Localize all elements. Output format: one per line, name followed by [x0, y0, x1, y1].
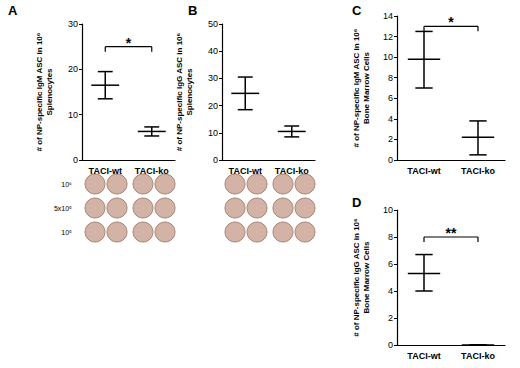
svg-text:TACI-wt: TACI-wt — [407, 351, 440, 361]
svg-text:TACI-wt: TACI-wt — [89, 166, 122, 176]
svg-text:0: 0 — [73, 155, 78, 165]
svg-text:2: 2 — [388, 134, 393, 144]
svg-text:5x10⁵: 5x10⁵ — [54, 205, 72, 212]
svg-text:*: * — [126, 35, 132, 51]
svg-text:Bone Marrow Cells: Bone Marrow Cells — [362, 51, 371, 124]
svg-text:10: 10 — [68, 110, 78, 120]
svg-text:0: 0 — [388, 340, 393, 350]
svg-text:4: 4 — [388, 114, 393, 124]
svg-text:Bone Marrow Cells: Bone Marrow Cells — [362, 241, 371, 314]
svg-text:0: 0 — [213, 155, 218, 165]
svg-text:# of NP-specific IgG ASC in 10: # of NP-specific IgG ASC in 10⁶ — [352, 218, 361, 337]
svg-text:# of NP-specific IgM ASC in 10: # of NP-specific IgM ASC in 10⁶ — [352, 28, 361, 147]
svg-text:14: 14 — [383, 11, 393, 21]
svg-text:0: 0 — [388, 155, 393, 165]
svg-text:D: D — [352, 195, 361, 210]
svg-text:Splenocytes: Splenocytes — [185, 68, 194, 116]
svg-text:20: 20 — [208, 101, 218, 111]
svg-text:TACI-wt: TACI-wt — [407, 166, 440, 176]
svg-text:30: 30 — [68, 19, 78, 29]
svg-text:# of NP-specific IgG ASC in 10: # of NP-specific IgG ASC in 10⁶ — [175, 32, 184, 151]
svg-text:6: 6 — [388, 93, 393, 103]
svg-text:8: 8 — [388, 73, 393, 83]
svg-text:6: 6 — [388, 259, 393, 269]
svg-text:A: A — [8, 3, 18, 18]
svg-text:TACI-ko: TACI-ko — [135, 166, 169, 176]
svg-text:10: 10 — [383, 205, 393, 215]
svg-text:**: ** — [446, 225, 457, 241]
svg-text:C: C — [352, 3, 362, 18]
svg-text:TACI-ko: TACI-ko — [461, 351, 495, 361]
svg-text:40: 40 — [208, 46, 218, 56]
svg-text:TACI-ko: TACI-ko — [275, 166, 309, 176]
svg-text:50: 50 — [208, 19, 218, 29]
svg-text:10: 10 — [208, 128, 218, 138]
svg-text:TACI-wt: TACI-wt — [229, 166, 262, 176]
svg-text:Splenocytes: Splenocytes — [45, 68, 54, 116]
svg-text:TACI-ko: TACI-ko — [461, 166, 495, 176]
svg-text:# of NP-specific IgM ASC in 10: # of NP-specific IgM ASC in 10⁶ — [35, 32, 44, 151]
svg-text:12: 12 — [383, 32, 393, 42]
svg-text:4: 4 — [388, 286, 393, 296]
svg-text:30: 30 — [208, 73, 218, 83]
svg-text:8: 8 — [388, 232, 393, 242]
svg-text:2: 2 — [388, 313, 393, 323]
svg-text:*: * — [448, 14, 454, 30]
svg-text:20: 20 — [68, 64, 78, 74]
svg-text:10⁶: 10⁶ — [61, 181, 72, 188]
svg-text:B: B — [188, 3, 197, 18]
svg-text:10⁵: 10⁵ — [61, 229, 72, 236]
svg-text:10: 10 — [383, 52, 393, 62]
